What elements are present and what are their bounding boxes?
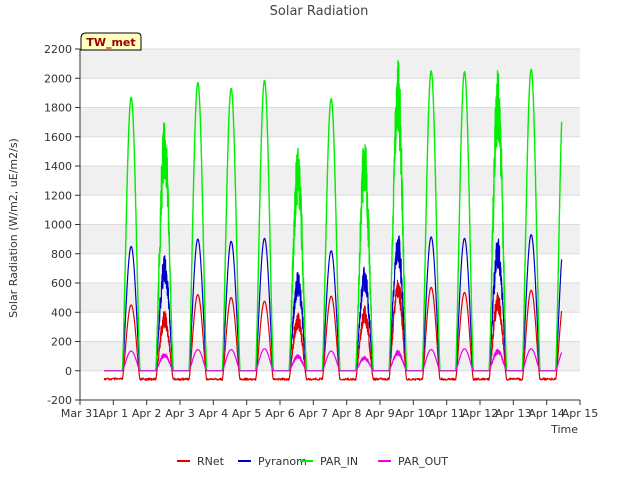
x-tick-label: Apr 10 [395,407,432,420]
chart-title: Solar Radiation [270,4,369,19]
x-tick-label: Apr 2 [132,407,162,420]
legend-label: Pyranom [258,455,307,468]
legend: RNet Pyranom PAR_IN PAR_OUT [177,455,448,468]
x-tick-label: Apr 7 [299,407,329,420]
axes: -200 0 200 400 600 800 1000 1200 1400 1600 1800 200… [44,43,598,420]
x-tick-label: Apr 8 [332,407,362,420]
x-tick-label: Apr 4 [199,407,229,420]
y-tick-label: 1400 [44,160,72,173]
x-tick-label: Apr 15 [562,407,599,420]
y-tick-label: 1600 [44,131,72,144]
plot-band [80,49,580,79]
series-layer [103,60,563,381]
y-axis-label: Solar Radiation (W/m2, uE/m2/s) [7,138,20,318]
x-tick-label: Apr 1 [99,407,129,420]
y-tick-label: 1800 [44,102,72,115]
y-tick-label: 1000 [44,219,72,232]
x-tick-label: Apr 5 [232,407,262,420]
x-tick-label: Apr 12 [462,407,499,420]
x-axis-label: Time [550,423,578,436]
y-tick-label: 2000 [44,72,72,85]
y-tick-label: 200 [51,336,72,349]
legend-label: PAR_OUT [398,455,448,468]
plot-band [80,166,580,196]
plot-band [80,224,580,254]
x-tick-label: Apr 6 [265,407,295,420]
series-line-par-out [103,348,563,372]
x-tick-label: Apr 11 [428,407,465,420]
y-tick-label: 2200 [44,43,72,56]
legend-label: RNet [197,455,225,468]
y-tick-label: 600 [51,277,72,290]
station-label-box: TW_met [80,32,142,51]
y-tick-label: 400 [51,306,72,319]
series-line-rnet [103,279,563,381]
legend-label: PAR_IN [320,455,358,468]
station-label: TW_met [86,36,135,49]
y-tick-label: 0 [65,365,72,378]
x-tick-label: Mar 31 [61,407,99,420]
y-tick-label: -200 [47,394,72,407]
y-tick-label: 1200 [44,189,72,202]
x-tick-label: Apr 14 [528,407,565,420]
y-tick-label: 800 [51,248,72,261]
x-tick-label: Apr 3 [165,407,195,420]
x-tick-label: Apr 13 [495,407,532,420]
x-tick-label: Apr 9 [365,407,395,420]
